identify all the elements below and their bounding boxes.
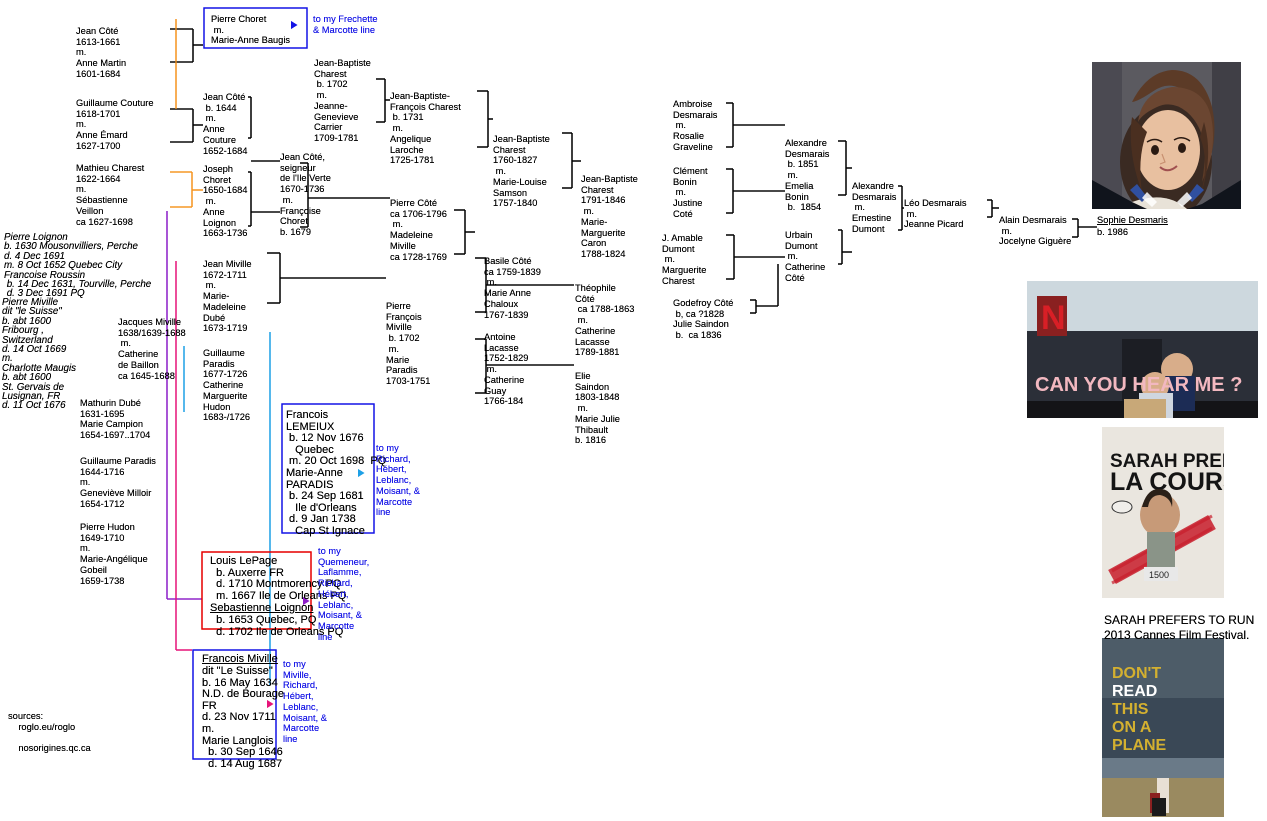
svg-text:THIS: THIS bbox=[1112, 701, 1149, 718]
svg-text:1500: 1500 bbox=[1149, 570, 1169, 580]
svg-text:READ: READ bbox=[1112, 683, 1157, 700]
svg-text:CAN YOU HEAR ME ?: CAN YOU HEAR ME ? bbox=[1035, 374, 1242, 396]
svg-text:N: N bbox=[1041, 299, 1066, 337]
svg-text:DON'T: DON'T bbox=[1112, 665, 1161, 682]
svg-text:ON A: ON A bbox=[1112, 719, 1152, 736]
svg-text:PLANE: PLANE bbox=[1112, 737, 1167, 754]
